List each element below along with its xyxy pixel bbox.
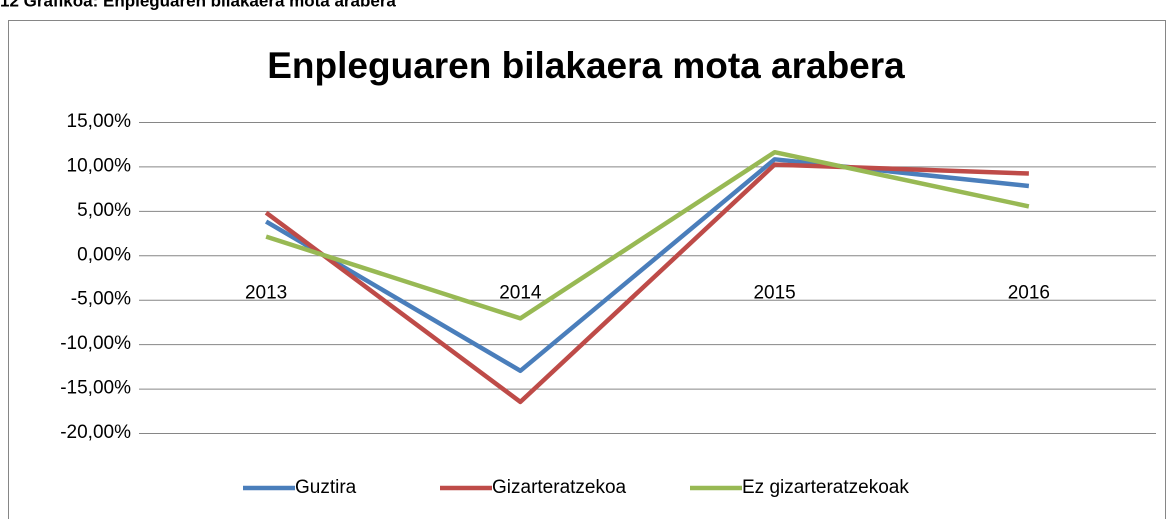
y-tick-label: -10,00% bbox=[60, 333, 131, 354]
series-line bbox=[264, 162, 1029, 405]
x-tick-label: 2015 bbox=[753, 282, 795, 303]
y-tick-label: 15,00% bbox=[67, 111, 132, 132]
chart-title: Enpleguaren bilakaera mota arabera bbox=[267, 45, 905, 86]
y-tick-label: -15,00% bbox=[60, 378, 131, 399]
y-tick-label: -5,00% bbox=[71, 289, 131, 310]
y-tick-label: 10,00% bbox=[67, 155, 132, 176]
y-tick-label: 0,00% bbox=[77, 244, 131, 265]
caption: 12 Grafikoa: Enpleguaren bilakaera mota … bbox=[0, 0, 396, 10]
x-tick-label: 2016 bbox=[1008, 282, 1050, 303]
x-tick-label: 2013 bbox=[245, 282, 287, 303]
legend-label: Guztira bbox=[295, 477, 357, 498]
y-tick-label: -20,00% bbox=[60, 422, 131, 443]
chart-frame bbox=[8, 20, 1166, 519]
series-line bbox=[265, 149, 1030, 321]
legend-label: Ez gizarteratzekoak bbox=[742, 477, 909, 498]
y-tick-label: 5,00% bbox=[77, 200, 131, 221]
series-line bbox=[264, 157, 1030, 374]
x-tick-label: 2014 bbox=[499, 282, 542, 303]
legend-label: Gizarteratzekoa bbox=[492, 477, 627, 498]
